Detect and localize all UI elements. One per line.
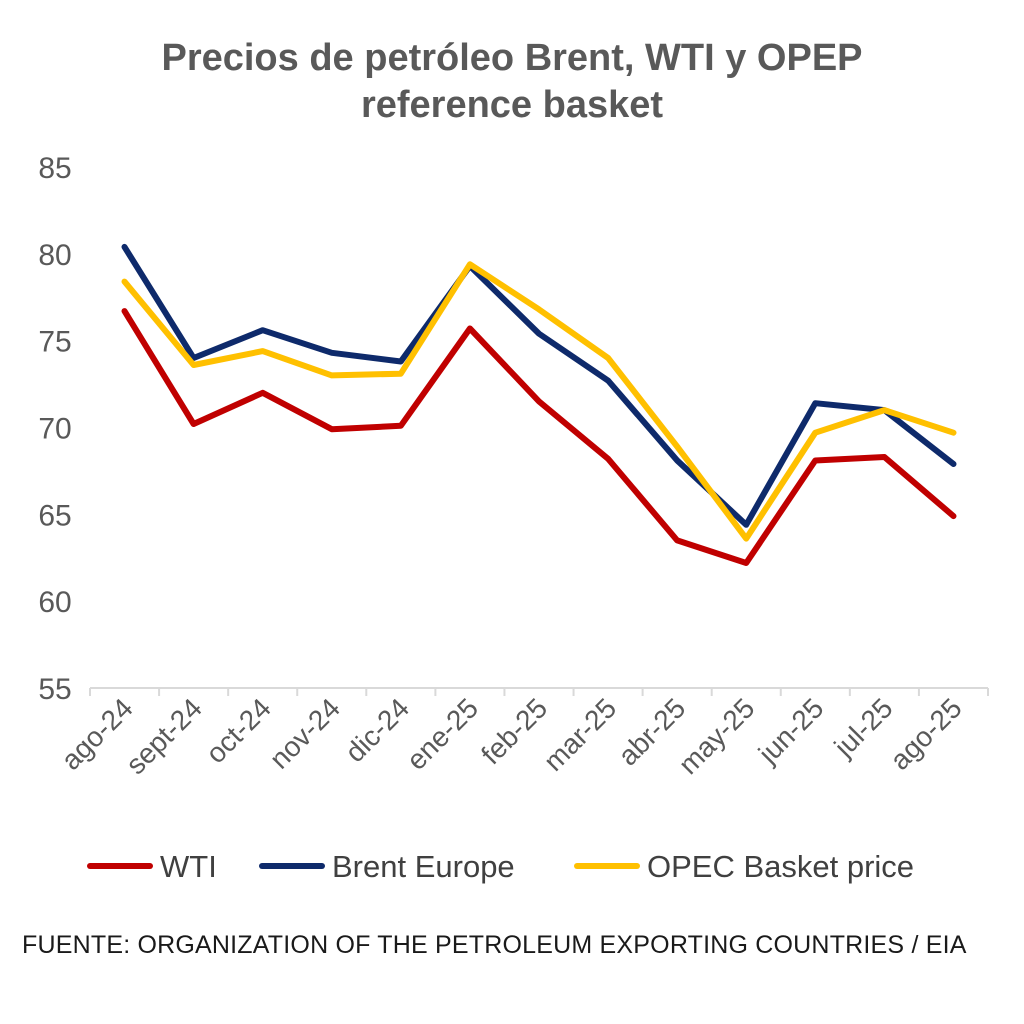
x-tick-label: sept-24 [120,692,208,780]
legend-item: OPEC Basket price [574,849,914,884]
legend-label: WTI [160,849,217,884]
legend-label: Brent Europe [332,849,515,884]
x-tick-label: may-25 [673,692,761,780]
y-tick-label: 70 [38,413,71,446]
chart-title-line-2: reference basket [361,84,663,126]
y-tick-label: 85 [38,152,71,185]
chart-title: Precios de petróleo Brent, WTI y OPEP re… [161,37,862,126]
series-line-wti [121,308,957,566]
x-axis-ticks: ago-24sept-24oct-24nov-24dic-24ene-25feb… [55,692,967,780]
x-tick-label: nov-24 [264,692,346,774]
x-tick-label: oct-24 [200,692,277,769]
y-tick-label: 75 [38,326,71,359]
y-tick-label: 65 [38,499,71,532]
legend-item: WTI [87,849,217,884]
y-tick-label: 55 [38,673,71,706]
source-note: FUENTE: ORGANIZATION OF THE PETROLEUM EX… [22,931,967,959]
series-lines [121,243,957,566]
y-tick-label: 60 [38,586,71,619]
legend: WTI Brent Europe OPEC Basket price [87,849,914,884]
chart-title-line-1: Precios de petróleo Brent, WTI y OPEP [161,37,862,79]
y-tick-label: 80 [38,239,71,272]
x-tick-label: ene-25 [401,692,485,776]
series-line-brent-europe [121,243,957,528]
legend-label: OPEC Basket price [647,849,914,884]
x-axis-tick-marks [89,688,989,696]
y-axis-ticks: 55 60 65 70 75 80 85 [38,152,71,706]
x-tick-label: mar-25 [538,692,623,777]
line-chart: Precios de petróleo Brent, WTI y OPEP re… [38,37,989,884]
x-tick-label: jun-25 [752,692,830,770]
legend-item: Brent Europe [259,849,515,884]
x-tick-label: ago-25 [884,692,968,776]
